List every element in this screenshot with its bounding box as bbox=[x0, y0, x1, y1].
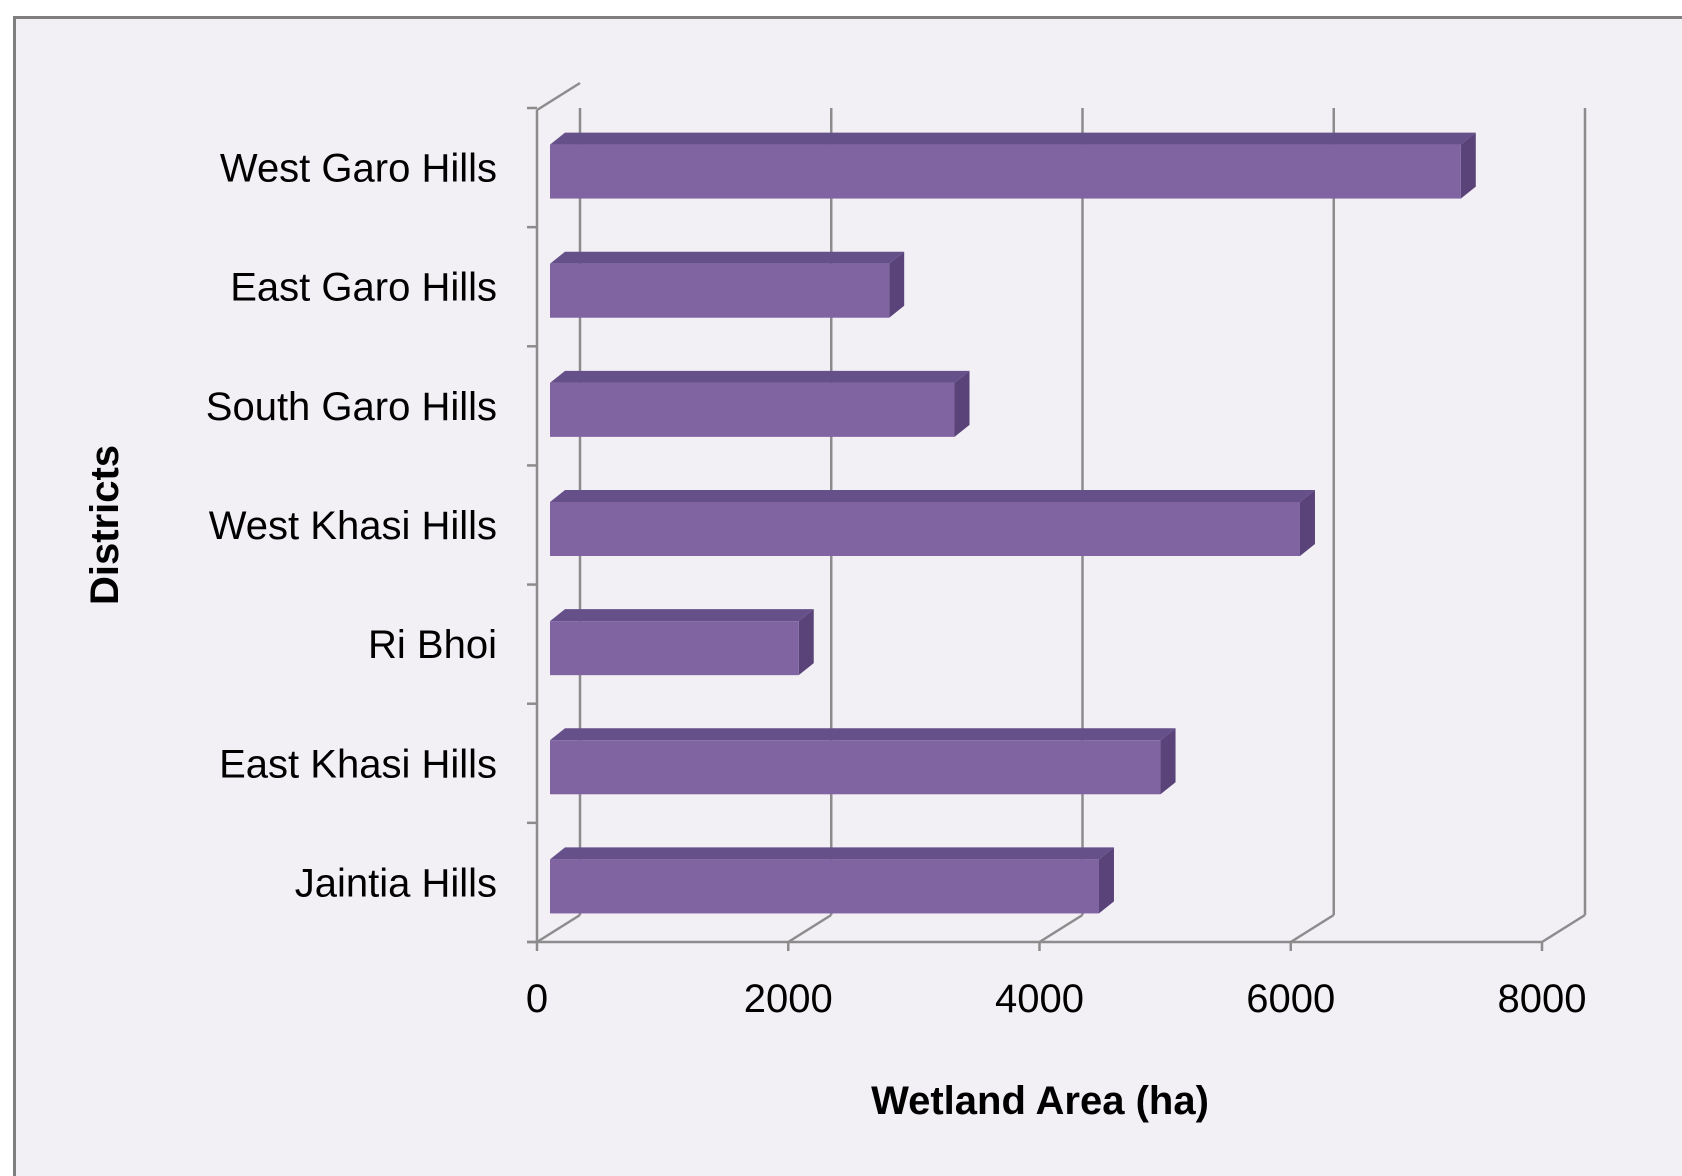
gridline-floor bbox=[1038, 913, 1084, 944]
x-tick-label: 4000 bbox=[995, 977, 1084, 1021]
category-label: East Garo Hills bbox=[230, 266, 497, 310]
bars bbox=[550, 132, 1476, 914]
bar-side-face bbox=[1098, 847, 1114, 914]
labels: 0 2000 4000 6000 8000 West Garo Hills East Gar… bbox=[206, 147, 1587, 1021]
category-label: East Khasi Hills bbox=[219, 742, 497, 786]
gridline-floor bbox=[1290, 913, 1335, 944]
bar-top-face bbox=[550, 251, 905, 264]
category-label: South Garo Hills bbox=[206, 385, 497, 429]
x-tick-label: 6000 bbox=[1246, 977, 1335, 1021]
bar bbox=[550, 609, 814, 676]
category-label: West Garo Hills bbox=[220, 147, 497, 191]
category-label: Ri Bhoi bbox=[368, 623, 497, 667]
bar-front-face bbox=[550, 144, 1461, 199]
axis-corner-top bbox=[536, 81, 581, 112]
bar bbox=[550, 370, 970, 437]
bar-side-face bbox=[1160, 728, 1176, 795]
bar-side-face bbox=[889, 251, 905, 318]
gridline-floor bbox=[536, 913, 581, 944]
bar bbox=[550, 490, 1315, 556]
bar-top-face bbox=[550, 132, 1476, 145]
chart-area bbox=[13, 16, 1682, 1176]
bar-top-face bbox=[550, 609, 814, 622]
bar-front-face bbox=[550, 502, 1300, 556]
gridline-floor bbox=[1541, 913, 1586, 944]
bar-side-face bbox=[1299, 490, 1315, 556]
bar-side-face bbox=[798, 609, 814, 676]
bar bbox=[550, 251, 905, 318]
bar bbox=[550, 728, 1176, 795]
y-axis-title: Districts bbox=[83, 445, 127, 605]
x-axis-title: Wetland Area (ha) bbox=[871, 1079, 1209, 1123]
bar-front-face bbox=[550, 740, 1161, 795]
bar bbox=[550, 132, 1476, 199]
category-label: West Khasi Hills bbox=[209, 504, 497, 548]
bar bbox=[550, 847, 1114, 914]
bar-top-face bbox=[550, 490, 1315, 502]
x-tick-label: 0 bbox=[526, 977, 548, 1021]
gridline-floor bbox=[787, 913, 832, 944]
x-tick-label: 8000 bbox=[1498, 977, 1587, 1021]
bar-side-face bbox=[1460, 132, 1476, 199]
bar-top-face bbox=[550, 728, 1176, 741]
bar-top-face bbox=[550, 370, 970, 383]
x-tick-label: 2000 bbox=[744, 977, 833, 1021]
axes bbox=[527, 81, 1544, 951]
bar-front-face bbox=[550, 859, 1099, 914]
bar-front-face bbox=[550, 382, 955, 437]
bar-front-face bbox=[550, 621, 799, 676]
bar-side-face bbox=[954, 370, 970, 437]
bar-front-face bbox=[550, 263, 890, 318]
bar-top-face bbox=[550, 847, 1114, 860]
category-label: Jaintia Hills bbox=[295, 861, 497, 905]
